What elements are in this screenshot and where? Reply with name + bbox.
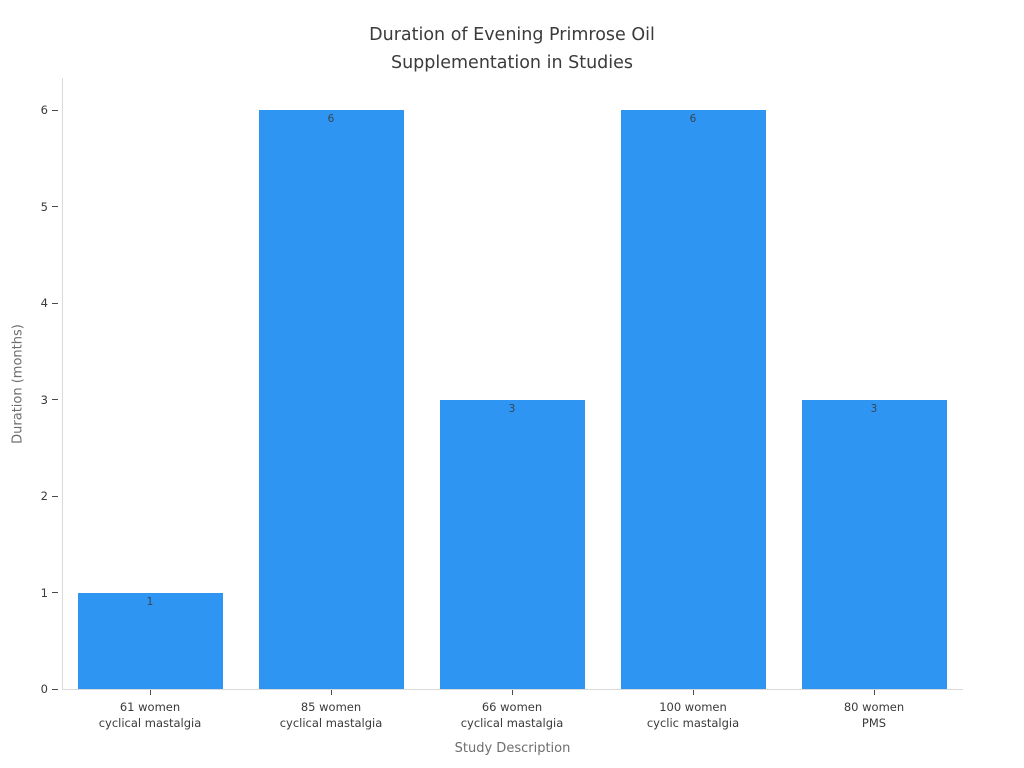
bar-value-label: 6 (327, 113, 335, 125)
bar-value-label: 1 (146, 595, 154, 608)
bar (620, 110, 766, 689)
x-tick-label: 66 women cyclical mastalgia (460, 700, 564, 730)
x-tick-label: 61 women cyclical mastalgia (98, 700, 202, 730)
x-tick-label: 100 women cyclic mastalgia (646, 700, 740, 730)
bar (439, 399, 585, 689)
bar-value-label: 6 (689, 113, 697, 125)
x-axis-line (62, 689, 963, 690)
bar (258, 110, 404, 689)
y-axis-line (62, 78, 63, 689)
y-tick-label: 2 (40, 489, 48, 503)
chart-title: Duration of Evening Primrose Oil Supplem… (369, 25, 655, 73)
y-tick-mark (52, 592, 58, 593)
bar (801, 399, 947, 689)
y-axis-title: Duration (months) (10, 324, 26, 444)
y-tick-mark (52, 206, 58, 207)
x-tick-mark (330, 690, 332, 695)
y-tick-mark (52, 399, 58, 400)
x-tick-mark (149, 690, 151, 695)
y-tick-mark (52, 495, 58, 497)
x-tick-label: 80 women PMS (843, 700, 905, 730)
y-tick-label: 3 (40, 392, 48, 407)
bar-value-label: 3 (870, 402, 878, 415)
x-axis-title: Study Description (454, 741, 571, 756)
y-tick-label: 6 (40, 103, 48, 117)
y-tick-label: 0 (40, 682, 48, 696)
x-tick-mark (692, 690, 694, 695)
bar (77, 592, 223, 689)
y-tick-mark (52, 109, 58, 111)
bar-value-label: 3 (508, 402, 516, 415)
y-tick-label: 5 (40, 199, 48, 214)
y-tick-mark (52, 688, 58, 690)
x-tick-mark (511, 690, 513, 695)
x-tick-label: 85 women cyclical mastalgia (279, 700, 383, 730)
x-tick-mark (873, 690, 875, 695)
y-tick-label: 4 (40, 296, 48, 310)
y-tick-label: 1 (40, 585, 48, 600)
y-tick-mark (52, 302, 58, 304)
